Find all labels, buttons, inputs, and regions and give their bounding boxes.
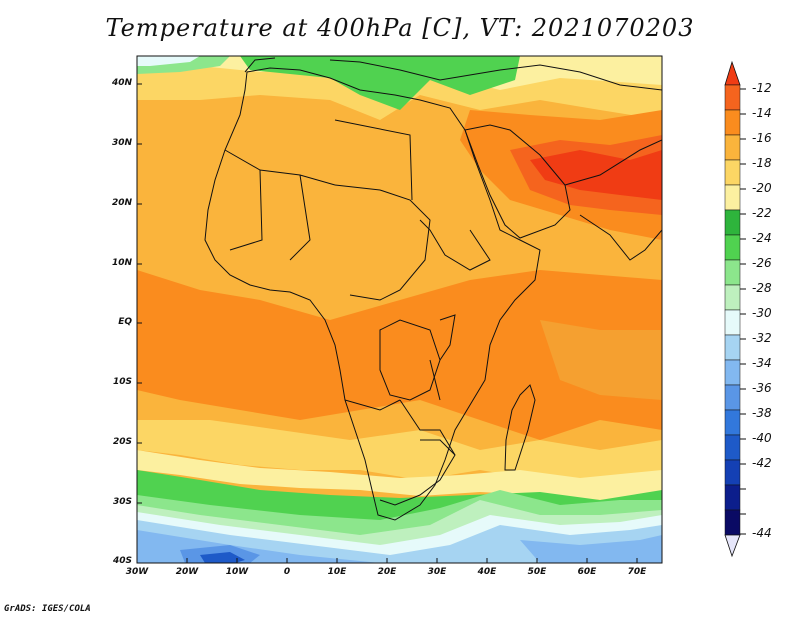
lon-label: 10W [225,567,249,577]
lon-label: 0 [283,567,291,577]
colorbar-swatch [724,459,741,486]
colorbar-label: -26 [752,256,772,270]
colorbar-top-arrow [724,60,741,86]
colorbar-label: -34 [752,356,772,370]
lat-label: 40S [112,556,132,566]
colorbar-label: -16 [752,131,772,145]
lon-label: 50E [527,567,547,577]
colorbar-label: -20 [752,181,772,195]
colorbar-label: -44 [752,526,772,540]
lat-label: 20N [111,198,132,208]
colorbar-swatch [724,284,741,311]
colorbar-swatch [724,84,741,111]
colorbar-label: -38 [752,406,772,420]
colorbar-swatch [724,234,741,261]
colorbar-swatch [724,209,741,236]
map-frame [136,55,663,564]
colorbar-swatch [724,309,741,336]
colorbar-bottom-arrow [724,534,741,558]
map-title: Temperature at 400hPa [C], VT: 202107020… [105,14,695,42]
colorbar-swatch [724,159,741,186]
lon-label: 10E [327,567,347,577]
lat-label: 20S [112,437,132,447]
colorbar-swatch [724,359,741,386]
colorbar-swatch [724,259,741,286]
lat-label: EQ [118,317,132,327]
colorbar-label: -12 [752,81,772,95]
colorbar-swatch [724,184,741,211]
lon-label: 20W [175,567,199,577]
colorbar-swatch [724,409,741,436]
lon-label: 60E [577,567,597,577]
colorbar-label: -36 [752,381,772,395]
lat-label: 10N [111,258,132,268]
colorbar-label: -42 [752,456,772,470]
lon-label: 40E [477,567,497,577]
colorbar-swatch [724,134,741,161]
colorbar-swatch [724,334,741,361]
colorbar-label: -32 [752,331,772,345]
lon-label: 20E [377,567,397,577]
colorbar [724,60,746,558]
colorbar-swatch [724,109,741,136]
lat-label: 10S [112,377,132,387]
temperature-field [137,56,662,563]
colorbar-label: -28 [752,281,772,295]
colorbar-label: -24 [752,231,772,245]
lat-label: 30N [111,138,132,148]
colorbar-swatch [724,434,741,461]
colorbar-label: -14 [752,106,772,120]
colorbar-label: -22 [752,206,772,220]
colorbar-label: -40 [752,431,772,445]
lat-label: 30S [112,497,132,507]
lon-label: 70E [627,567,647,577]
coastlines [204,57,662,521]
lat-label: 40N [111,78,132,88]
lon-label: 30E [427,567,447,577]
colorbar-swatch [724,484,741,511]
axis-ticks [137,83,638,563]
lon-label: 30W [125,567,149,577]
credit-text: GrADS: IGES/COLA [4,604,91,614]
colorbar-swatch [724,509,741,536]
colorbar-label: -18 [752,156,772,170]
colorbar-label: -30 [752,306,772,320]
colorbar-swatch [724,384,741,411]
